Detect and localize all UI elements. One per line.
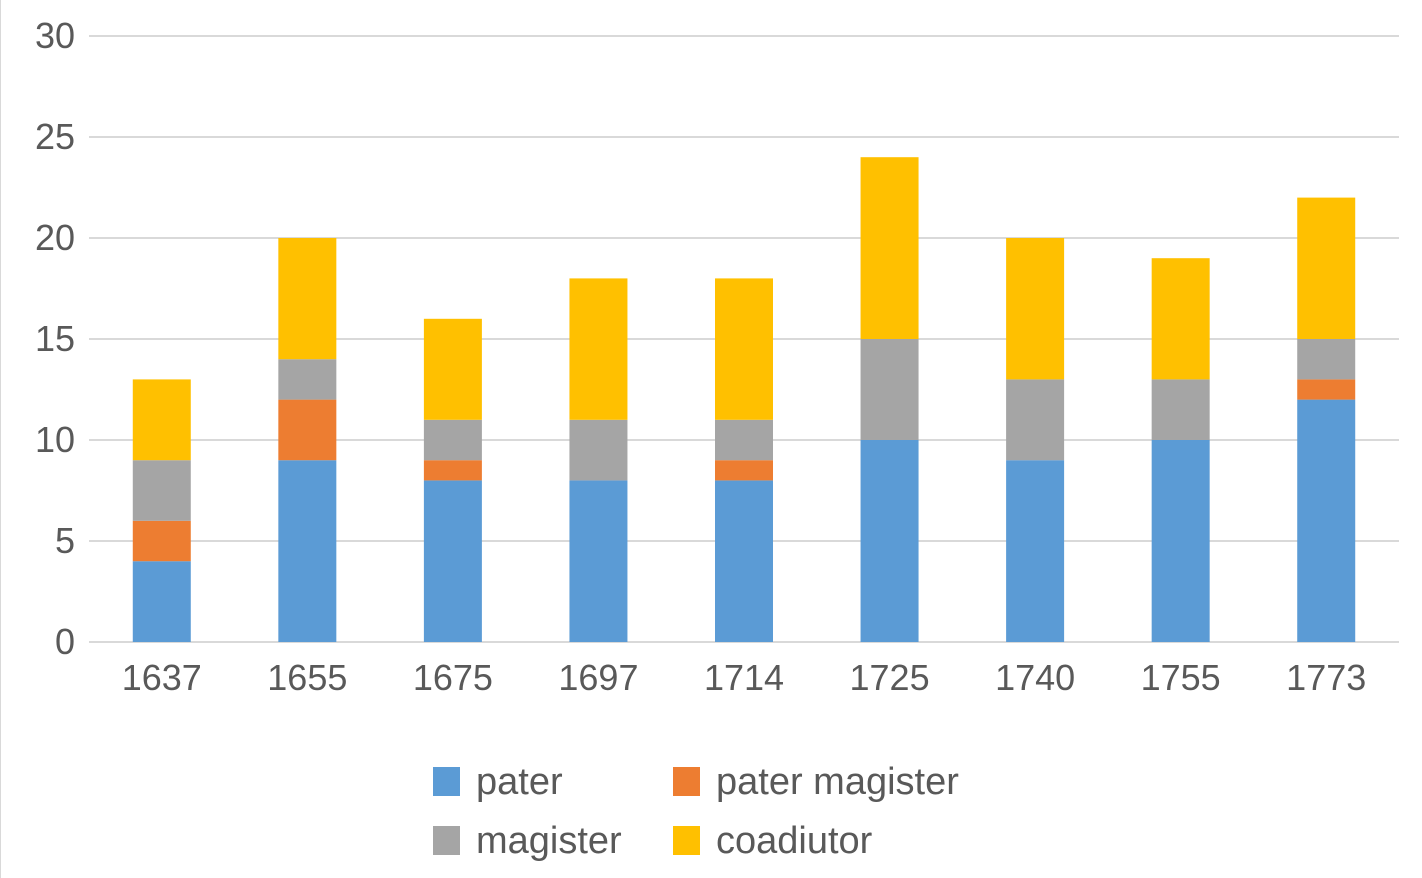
- y-tick-label: 20: [35, 217, 75, 258]
- y-tick-label: 0: [55, 621, 75, 662]
- bar-segment-pater-magister-1655: [278, 399, 337, 461]
- bar-segment-pater-magister-1714: [715, 460, 773, 481]
- bar-segment-magister-1655: [278, 359, 337, 400]
- y-axis-ticks: 0 5 10 15 20 25 30: [35, 15, 75, 662]
- x-tick-label: 1655: [267, 657, 347, 698]
- x-tick-label: 1755: [1141, 657, 1221, 698]
- bar-segment-pater-1740: [1006, 460, 1065, 642]
- x-tick-label: 1675: [413, 657, 493, 698]
- legend-label: magister: [476, 820, 622, 862]
- x-tick-label: 1740: [995, 657, 1075, 698]
- bar-segment-pater-1773: [1297, 399, 1356, 642]
- bar-segment-pater-1675: [423, 480, 482, 642]
- legend-swatch: [433, 767, 460, 796]
- bar-segment-coadiutor-1637: [132, 379, 191, 461]
- bar-segment-pater-magister-1675: [423, 460, 482, 481]
- bar-segment-pater-1714: [715, 480, 773, 642]
- x-axis-ticks: 1637 1655 1675 1697 1714 1725 1740 1755 1773: [122, 657, 1367, 698]
- bars: [132, 157, 1356, 642]
- bar-segment-magister-1637: [132, 460, 191, 521]
- bar-segment-magister-1697: [569, 419, 628, 481]
- bar-segment-pater-1755: [1151, 440, 1210, 642]
- y-tick-label: 30: [35, 15, 75, 56]
- x-tick-label: 1637: [122, 657, 202, 698]
- bar-segment-pater-1725: [860, 440, 919, 642]
- legend-swatch: [673, 826, 700, 855]
- bar-segment-magister-1773: [1297, 339, 1356, 380]
- bar-segment-coadiutor-1655: [278, 238, 337, 360]
- bar-segment-magister-1675: [423, 419, 482, 461]
- y-tick-label: 5: [55, 520, 75, 561]
- bar-segment-coadiutor-1675: [423, 318, 482, 420]
- x-tick-label: 1773: [1286, 657, 1366, 698]
- legend-label: coadiutor: [716, 820, 873, 862]
- y-tick-label: 15: [35, 318, 75, 359]
- bar-segment-pater-1637: [132, 561, 191, 642]
- bar-segment-coadiutor-1740: [1006, 238, 1065, 380]
- legend-label: pater: [476, 761, 563, 803]
- x-tick-label: 1697: [558, 657, 638, 698]
- y-tick-label: 10: [35, 419, 75, 460]
- bar-segment-magister-1740: [1006, 379, 1065, 461]
- bar-segment-magister-1714: [715, 419, 773, 461]
- legend-swatch: [673, 767, 700, 796]
- x-tick-label: 1714: [704, 657, 784, 698]
- bar-segment-magister-1755: [1151, 379, 1210, 440]
- bar-segment-magister-1725: [860, 339, 919, 440]
- bar-segment-pater-1655: [278, 460, 337, 642]
- bar-segment-coadiutor-1755: [1151, 258, 1210, 380]
- bar-segment-coadiutor-1725: [860, 157, 919, 339]
- y-tick-label: 25: [35, 116, 75, 157]
- bar-segment-pater-magister-1773: [1297, 379, 1356, 400]
- legend-swatch: [433, 826, 460, 855]
- bar-segment-coadiutor-1697: [569, 278, 628, 420]
- legend: pater pater magister magister coadiutor: [433, 761, 959, 862]
- bar-segment-pater-1697: [569, 480, 628, 642]
- legend-label: pater magister: [716, 761, 959, 803]
- x-tick-label: 1725: [850, 657, 930, 698]
- bar-segment-coadiutor-1714: [715, 278, 773, 420]
- bar-segment-coadiutor-1773: [1297, 197, 1356, 339]
- bar-segment-pater-magister-1637: [132, 520, 191, 562]
